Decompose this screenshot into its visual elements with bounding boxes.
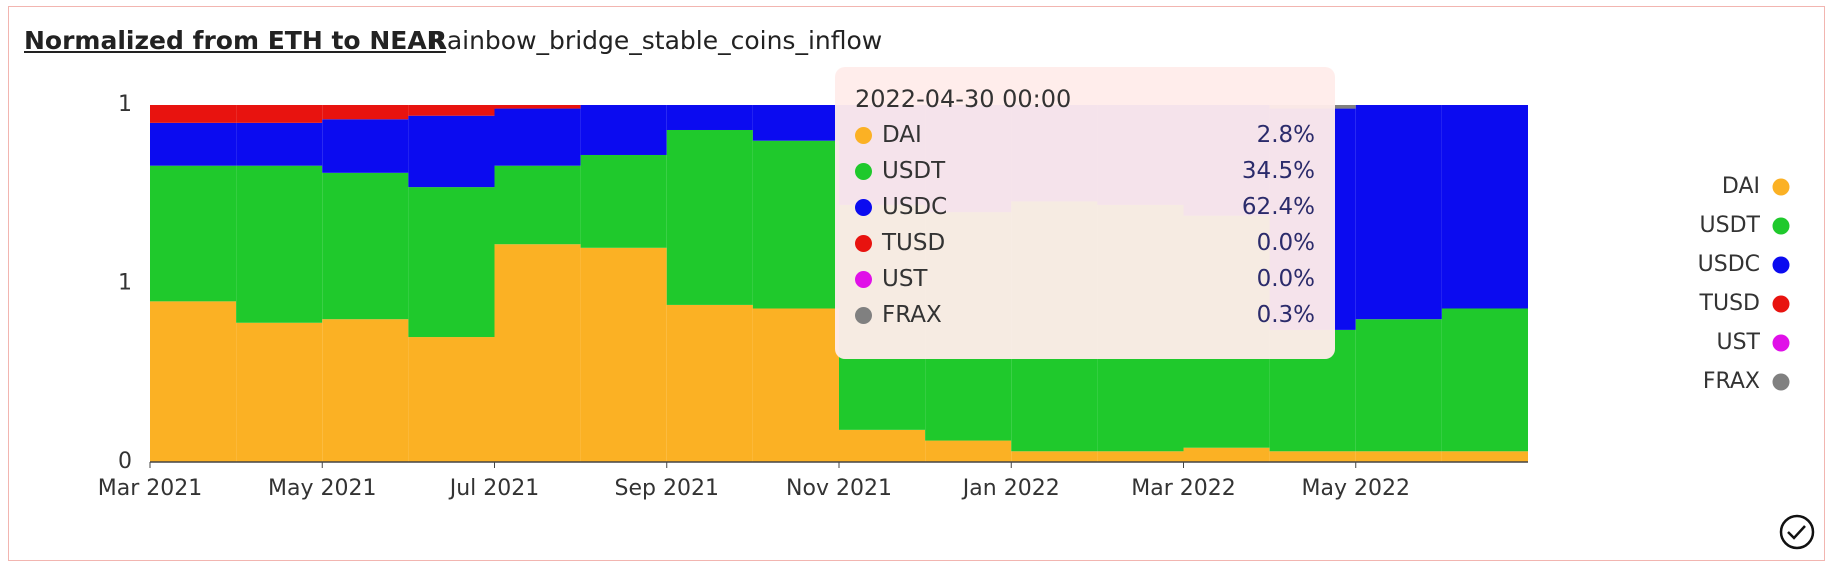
tooltip-dot: [855, 163, 872, 180]
legend-marker: [1772, 217, 1790, 235]
legend-label: USDT: [1700, 213, 1761, 238]
bar-segment: [1097, 451, 1184, 462]
bar-segment: [1441, 451, 1528, 462]
bar-segment: [925, 440, 1012, 462]
x-tick-label: Jul 2021: [448, 476, 540, 501]
tooltip-dot: [855, 307, 872, 324]
tooltip-row: TUSD 0.0%: [855, 230, 1315, 260]
bar-segment: [580, 247, 667, 462]
bar-segment: [1355, 319, 1442, 452]
bar-segment: [408, 187, 495, 338]
tooltip-value: 2.8%: [1256, 122, 1315, 148]
bar-segment: [580, 105, 667, 155]
tooltip-value: 0.0%: [1256, 230, 1315, 256]
tooltip-value: 34.5%: [1241, 158, 1315, 184]
tooltip-title: 2022-04-30 00:00: [855, 85, 1072, 113]
bar-segment: [1355, 451, 1442, 462]
x-tick-label: May 2021: [268, 476, 376, 501]
check-icon[interactable]: [1779, 514, 1815, 550]
bar-segment: [1183, 447, 1270, 462]
bar-segment: [666, 129, 753, 305]
tooltip-dot: [855, 235, 872, 252]
tooltip-row: USDC 62.4%: [855, 194, 1315, 224]
bar-segment: [150, 122, 237, 166]
tooltip-name: UST: [882, 266, 928, 292]
x-tick-label: Mar 2021: [98, 476, 203, 501]
bar-segment: [1269, 451, 1356, 462]
legend-marker: [1772, 334, 1790, 352]
x-tick-label: Sep 2021: [615, 476, 719, 501]
x-tick-label: Mar 2022: [1131, 476, 1236, 501]
legend-label: USDC: [1698, 252, 1760, 277]
bar-segment: [236, 122, 323, 166]
bar-segment: [494, 105, 581, 109]
tooltip-value: 0.0%: [1256, 266, 1315, 292]
bar-segment: [494, 108, 581, 166]
bar-segment: [150, 301, 237, 462]
tooltip-name: TUSD: [882, 230, 946, 256]
bar-segment: [408, 337, 495, 462]
bar-segment: [150, 105, 237, 123]
bar-segment: [236, 165, 323, 323]
x-tick-label: May 2022: [1302, 476, 1410, 501]
bar-segment: [322, 105, 409, 120]
bar-segment: [494, 244, 581, 462]
bar-segment: [752, 105, 839, 141]
bar-segment: [322, 319, 409, 462]
tooltip: 2022-04-30 00:00 DAI 2.8% USDT 34.5% USDC 62.…: [835, 67, 1335, 359]
bar-segment: [752, 140, 839, 309]
bar-segment: [666, 304, 753, 462]
tooltip-name: USDT: [882, 158, 946, 184]
bar-segment: [408, 105, 495, 116]
bar-segment: [408, 115, 495, 188]
tooltip-value: 0.3%: [1256, 302, 1315, 328]
bar-segment: [322, 172, 409, 320]
legend-label: UST: [1716, 330, 1760, 355]
tooltip-dot: [855, 127, 872, 144]
legend-marker: [1772, 256, 1790, 274]
panel: [8, 6, 1825, 561]
tooltip-name: FRAX: [882, 302, 942, 328]
bar-segment: [236, 322, 323, 462]
bar-segment: [150, 165, 237, 302]
chart-name: Rainbow_bridge_stable_coins_inflow: [430, 26, 883, 55]
bar-segment: [839, 429, 926, 462]
bar-segment: [1441, 308, 1528, 452]
x-tick-label: Jan 2022: [961, 476, 1060, 501]
tooltip-name: DAI: [882, 122, 922, 148]
tooltip-name: USDC: [882, 194, 948, 220]
tooltip-row: FRAX 0.3%: [855, 302, 1315, 332]
bar-segment: [666, 105, 753, 130]
y-tick-label: 1: [118, 271, 132, 296]
bar-segment: [752, 308, 839, 462]
bar-segment: [322, 119, 409, 173]
tooltip-row: USDT 34.5%: [855, 158, 1315, 188]
x-tick-label: Nov 2021: [786, 476, 892, 501]
legend-marker: [1772, 373, 1790, 391]
bar-segment: [236, 105, 323, 123]
bar-segment: [1355, 105, 1442, 320]
legend-label: FRAX: [1703, 369, 1760, 394]
bar-segment: [1011, 451, 1098, 462]
legend-label: DAI: [1722, 174, 1760, 199]
query-title[interactable]: Normalized from ETH to NEAR: [24, 26, 446, 55]
bar-segment: [494, 165, 581, 245]
legend-marker: [1772, 295, 1790, 313]
y-tick-label: 0: [118, 449, 132, 474]
legend-marker: [1772, 178, 1790, 196]
tooltip-row: UST 0.0%: [855, 266, 1315, 296]
tooltip-dot: [855, 199, 872, 216]
y-tick-label: 1: [118, 92, 132, 117]
bar-segment: [580, 154, 667, 248]
tooltip-row: DAI 2.8%: [855, 122, 1315, 152]
tooltip-value: 62.4%: [1241, 194, 1315, 220]
tooltip-dot: [855, 271, 872, 288]
bar-segment: [1441, 105, 1528, 309]
legend-label: TUSD: [1699, 291, 1760, 316]
